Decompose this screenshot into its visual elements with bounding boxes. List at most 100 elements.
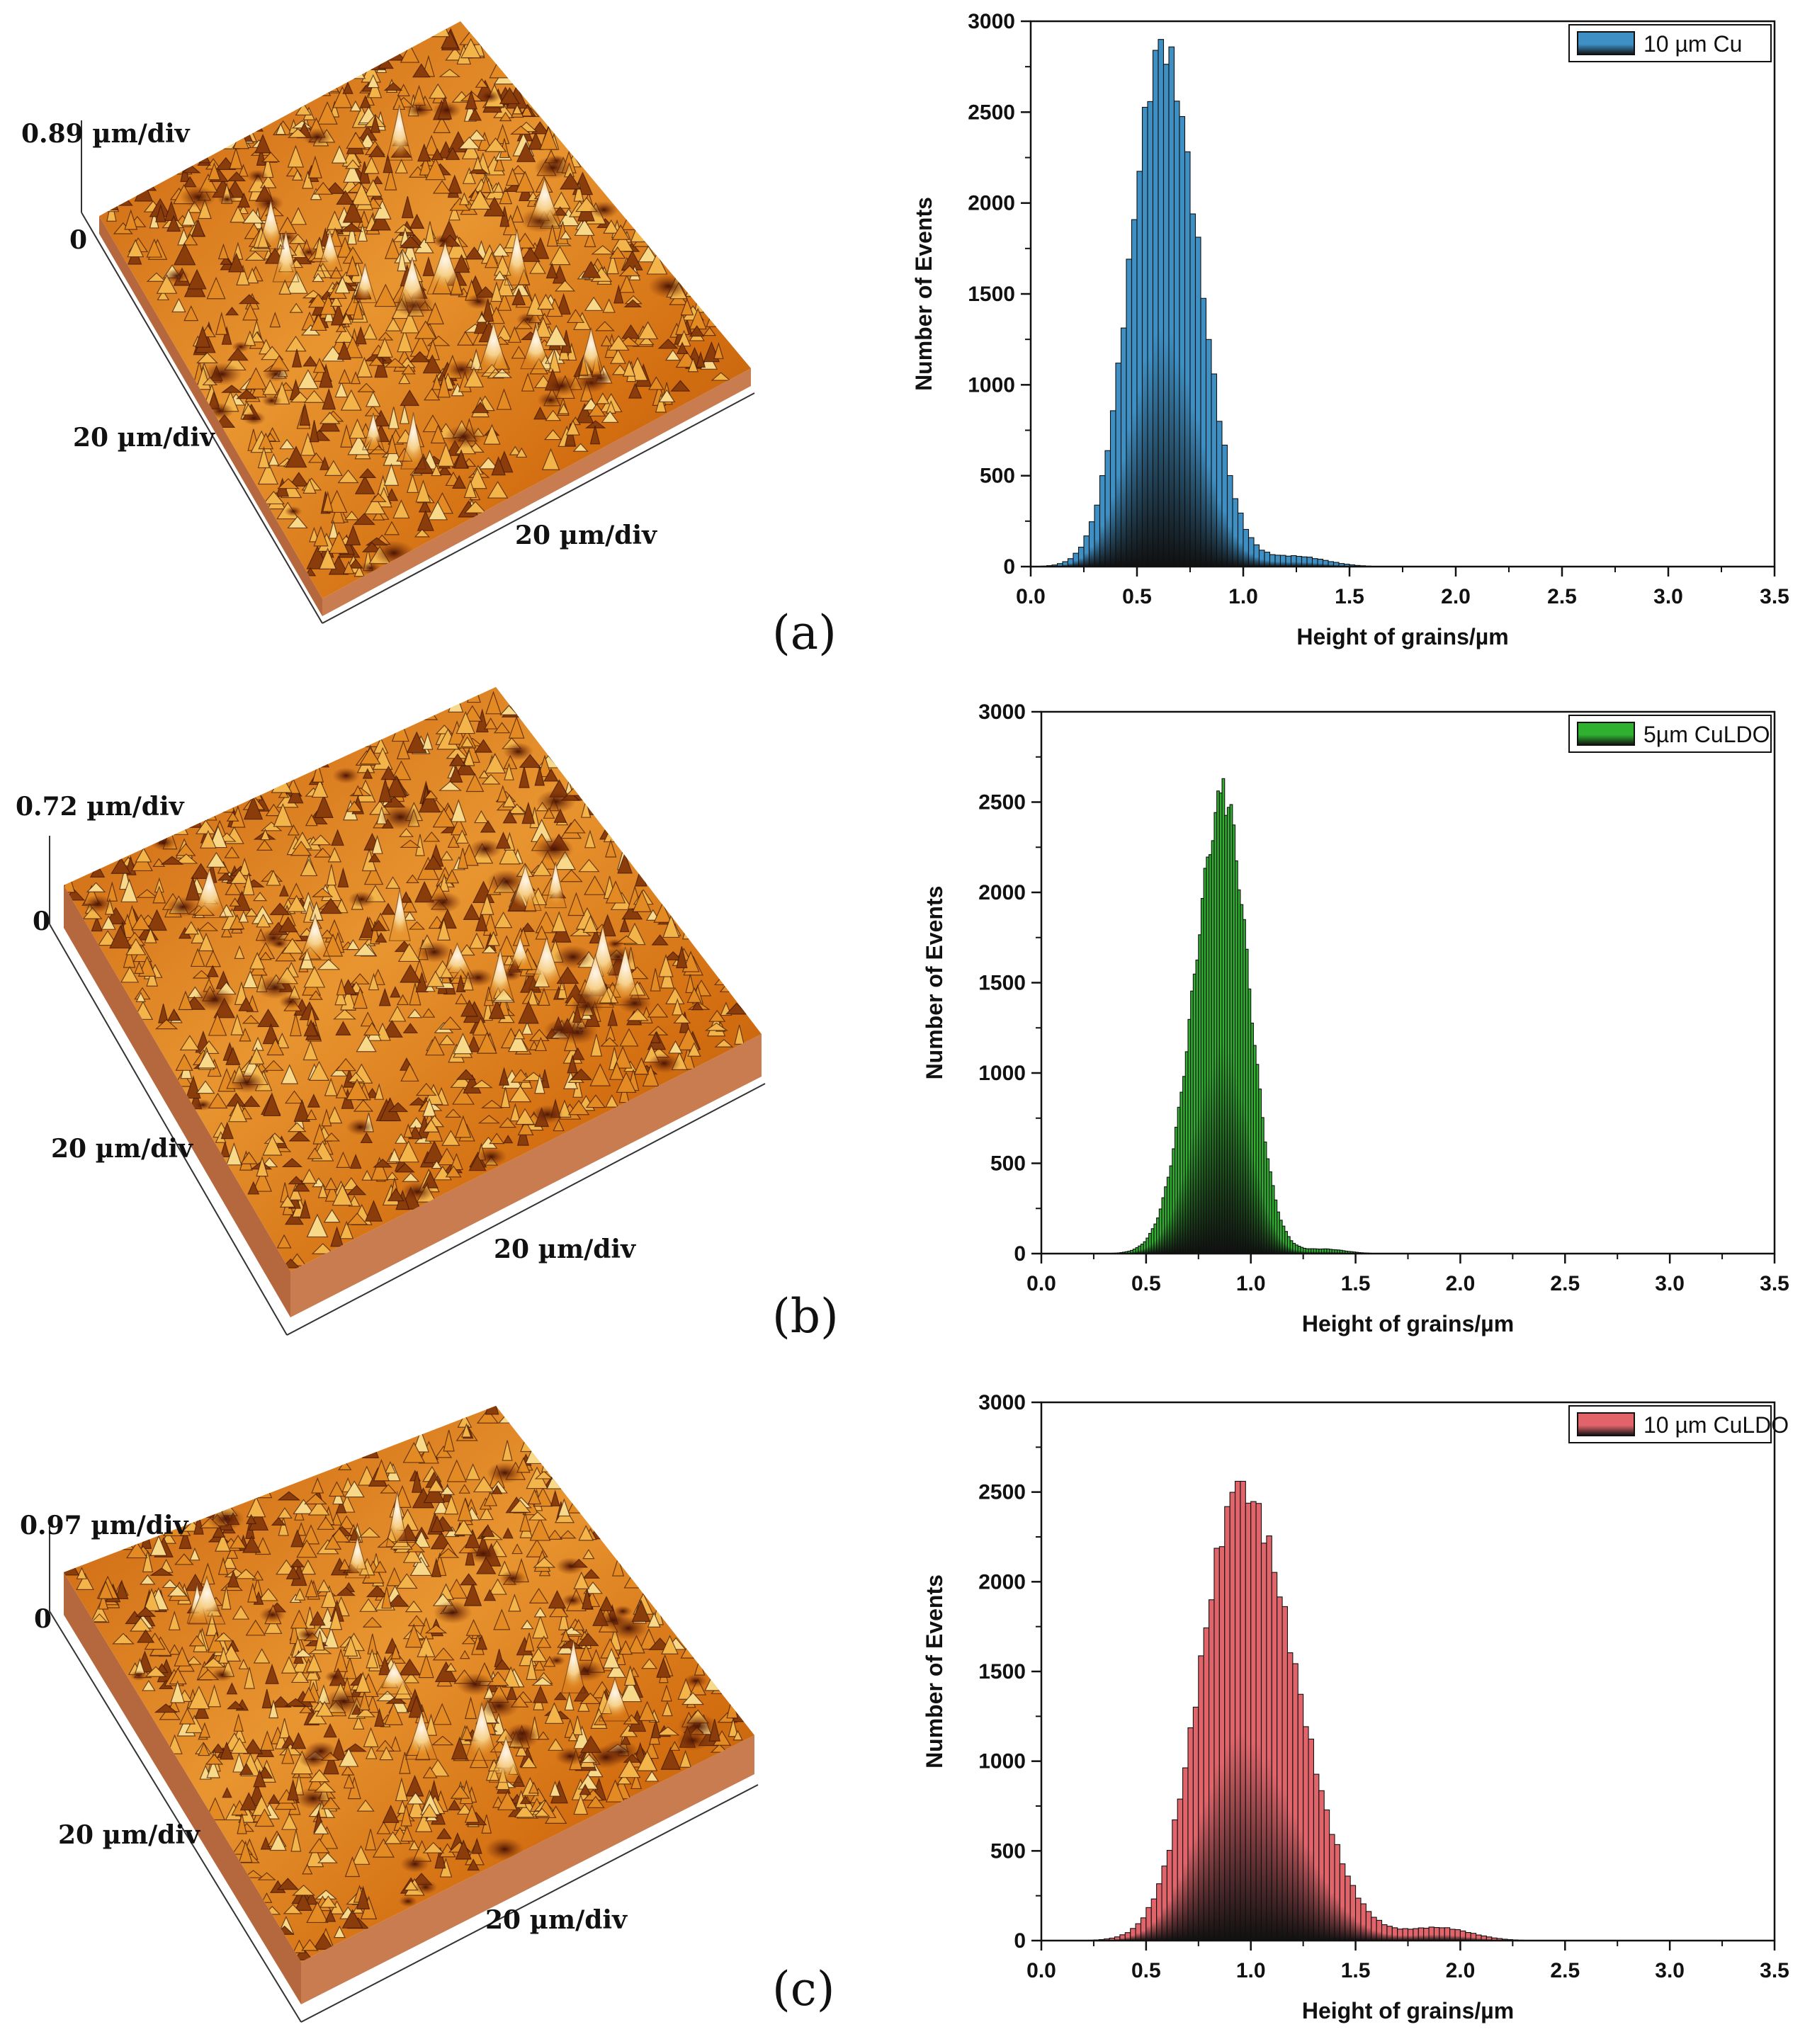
afm-grain bbox=[227, 347, 249, 361]
afm-grain bbox=[362, 323, 378, 340]
afm-grain bbox=[440, 851, 453, 861]
afm-grain bbox=[461, 1635, 477, 1645]
afm-grain bbox=[120, 878, 138, 902]
legend-label: 10 µm Cu bbox=[1643, 31, 1742, 57]
afm-grain bbox=[383, 82, 403, 91]
afm-grain bbox=[438, 69, 461, 77]
afm-grain bbox=[516, 141, 536, 162]
afm-grain bbox=[289, 302, 303, 313]
afm-grain bbox=[402, 1172, 420, 1182]
afm-grain bbox=[376, 1691, 399, 1701]
afm-pit bbox=[217, 193, 237, 205]
afm-grain bbox=[307, 1709, 327, 1725]
afm-grain bbox=[227, 1101, 247, 1123]
afm-grain bbox=[238, 1659, 249, 1669]
afm-grain bbox=[451, 817, 468, 836]
afm-b-xy-right: 20 µm/div bbox=[494, 1234, 635, 1264]
afm-peak bbox=[544, 861, 567, 909]
afm-grain bbox=[499, 705, 519, 715]
afm-pit bbox=[475, 1147, 507, 1166]
afm-grain bbox=[346, 132, 366, 149]
histogram-bar bbox=[1115, 363, 1122, 567]
histogram-bar bbox=[1173, 101, 1180, 567]
afm-grain bbox=[404, 1600, 423, 1613]
afm-grain bbox=[672, 998, 684, 1016]
afm-grain bbox=[278, 885, 289, 897]
afm-grain bbox=[232, 1605, 250, 1620]
afm-grain bbox=[609, 1062, 625, 1080]
afm-pit bbox=[400, 1855, 430, 1873]
afm-grain bbox=[317, 1852, 338, 1863]
afm-grain bbox=[661, 1635, 679, 1654]
afm-c-texture bbox=[64, 1406, 752, 1960]
afm-grain bbox=[322, 1132, 341, 1142]
afm-grain bbox=[665, 987, 685, 1004]
afm-grain bbox=[154, 1703, 178, 1713]
afm-grain bbox=[257, 1872, 276, 1880]
histogram-bar bbox=[1150, 1898, 1158, 1941]
afm-grain bbox=[418, 1441, 439, 1464]
afm-grain bbox=[431, 1159, 443, 1169]
histogram-bar bbox=[1269, 554, 1276, 567]
afm-grain bbox=[179, 1707, 196, 1725]
afm-grain bbox=[461, 1423, 472, 1438]
afm-grain bbox=[239, 1151, 258, 1164]
afm-pit bbox=[304, 1741, 338, 1761]
afm-grain bbox=[302, 1863, 313, 1875]
afm-grain bbox=[423, 1481, 446, 1504]
afm-grain bbox=[225, 880, 242, 895]
afm-grain bbox=[149, 1535, 168, 1556]
afm-grain bbox=[346, 222, 357, 245]
histogram-bar bbox=[1200, 897, 1204, 1254]
afm-grain bbox=[287, 144, 305, 168]
afm-grain bbox=[226, 1682, 238, 1695]
afm-peak bbox=[507, 934, 533, 971]
afm-grain bbox=[432, 1703, 452, 1725]
afm-grain bbox=[361, 1169, 373, 1181]
afm-grain bbox=[534, 1036, 548, 1052]
histogram-b: 0.0 0.5 1.0 1.5 2.0 2.5 3.0 3.5 0 500 1000 1500 2000… bbox=[922, 700, 1789, 1336]
histogram-bar bbox=[1104, 450, 1111, 567]
afm-grain bbox=[142, 1550, 154, 1572]
histogram-bar bbox=[1285, 555, 1292, 567]
afm-grain bbox=[519, 1795, 531, 1805]
histogram-bar bbox=[1263, 1141, 1267, 1254]
afm-grain bbox=[357, 382, 376, 392]
afm-grain bbox=[349, 1528, 360, 1541]
afm-grain bbox=[528, 1511, 548, 1521]
afm-grain bbox=[289, 1620, 300, 1645]
histogram-bar bbox=[1258, 550, 1265, 567]
afm-grain bbox=[354, 326, 367, 345]
afm-grain bbox=[432, 807, 456, 828]
afm-grain bbox=[322, 933, 344, 957]
afm-pit bbox=[468, 839, 502, 859]
afm-grain bbox=[76, 1572, 94, 1590]
afm-grain bbox=[524, 1633, 535, 1652]
afm-a-side-left bbox=[99, 216, 322, 616]
histogram-bar bbox=[1439, 1927, 1445, 1941]
afm-grain bbox=[611, 364, 628, 375]
afm-grain bbox=[500, 1087, 511, 1108]
afm-grain bbox=[142, 1680, 156, 1691]
afm-grain bbox=[183, 176, 197, 188]
y-tick-label: 1000 bbox=[978, 1750, 1026, 1773]
histogram-bar bbox=[1234, 1480, 1241, 1941]
afm-grain bbox=[520, 1756, 538, 1768]
afm-pit bbox=[556, 1019, 599, 1045]
afm-grain bbox=[521, 373, 535, 392]
afm-grain bbox=[491, 1484, 503, 1494]
afm-grain bbox=[146, 272, 167, 282]
x-axis-label: Height of grains/µm bbox=[1302, 1311, 1514, 1336]
afm-grain bbox=[112, 1633, 135, 1645]
afm-grain bbox=[515, 171, 535, 193]
afm-grain bbox=[334, 276, 351, 294]
afm-grain bbox=[106, 881, 118, 902]
afm-grain bbox=[187, 268, 207, 290]
afm-grain bbox=[356, 1799, 375, 1812]
afm-grain bbox=[146, 238, 163, 258]
afm-grain bbox=[488, 999, 506, 1019]
histogram-bar bbox=[1192, 1706, 1199, 1941]
x-tick-label: 3.5 bbox=[1760, 585, 1789, 608]
afm-b-z-scale: 0.72 µm/div bbox=[16, 792, 184, 822]
afm-peak bbox=[385, 105, 413, 161]
